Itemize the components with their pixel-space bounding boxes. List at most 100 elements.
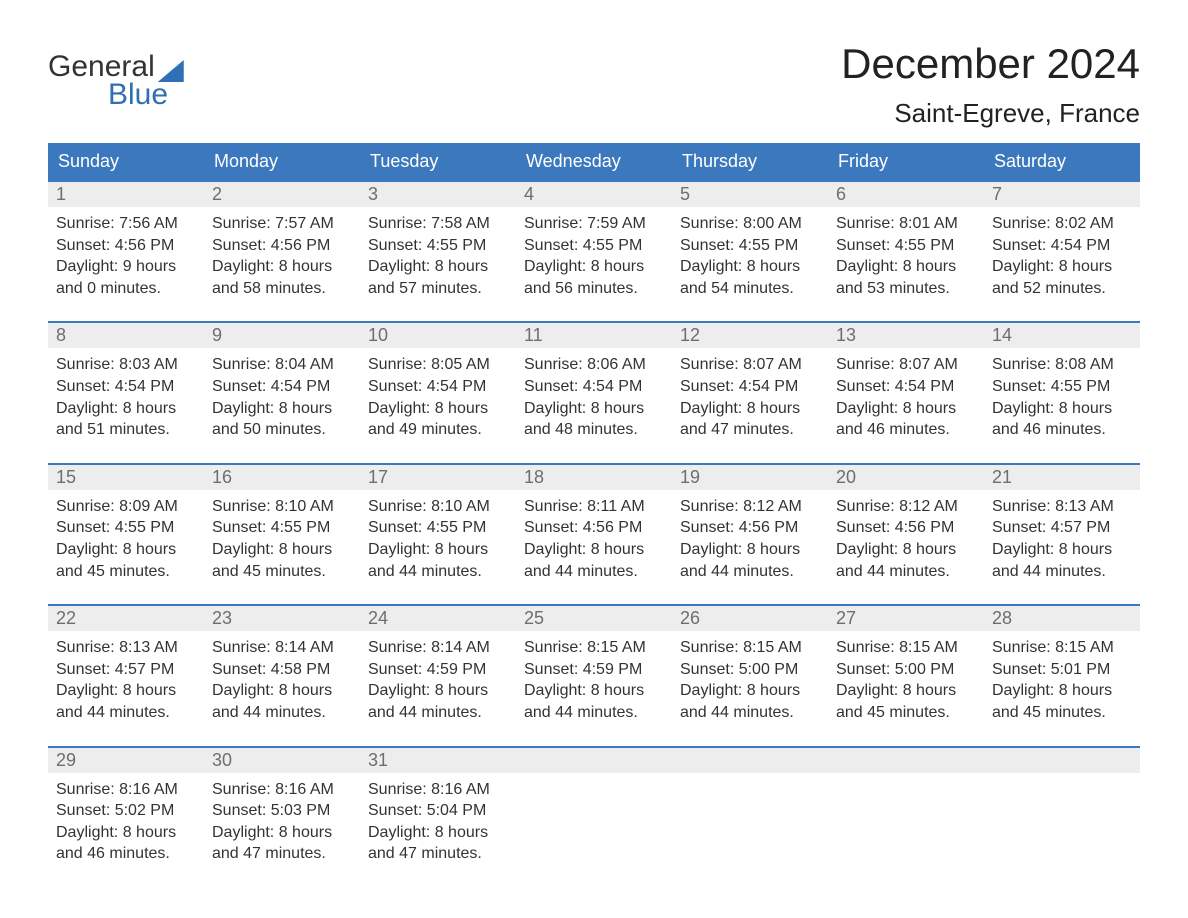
day-dl1: Daylight: 8 hours (56, 822, 196, 844)
day-body: Sunrise: 8:14 AMSunset: 4:58 PMDaylight:… (204, 631, 360, 731)
day-dl2: and 46 minutes. (836, 419, 976, 441)
day-dl1: Daylight: 8 hours (56, 398, 196, 420)
day-body: Sunrise: 8:04 AMSunset: 4:54 PMDaylight:… (204, 348, 360, 448)
day-sunset: Sunset: 4:54 PM (680, 376, 820, 398)
day-number (828, 748, 984, 773)
day-sunrise: Sunrise: 8:15 AM (524, 637, 664, 659)
day-dl1: Daylight: 8 hours (368, 398, 508, 420)
day-number: 12 (672, 323, 828, 348)
calendar-day: 20Sunrise: 8:12 AMSunset: 4:56 PMDayligh… (828, 465, 984, 590)
day-header: Thursday (672, 143, 828, 180)
calendar-day: 25Sunrise: 8:15 AMSunset: 4:59 PMDayligh… (516, 606, 672, 731)
day-number: 29 (48, 748, 204, 773)
day-body: Sunrise: 8:05 AMSunset: 4:54 PMDaylight:… (360, 348, 516, 448)
day-sunset: Sunset: 5:02 PM (56, 800, 196, 822)
day-body: Sunrise: 8:15 AMSunset: 5:01 PMDaylight:… (984, 631, 1140, 731)
day-number: 22 (48, 606, 204, 631)
day-dl1: Daylight: 8 hours (524, 398, 664, 420)
day-body: Sunrise: 8:10 AMSunset: 4:55 PMDaylight:… (204, 490, 360, 590)
calendar-day: 29 Sunrise: 8:16 AMSunset: 5:02 PMDayligh… (48, 748, 204, 873)
day-sunset: Sunset: 4:54 PM (56, 376, 196, 398)
day-sunrise: Sunrise: 8:15 AM (680, 637, 820, 659)
day-body: Sunrise: 7:59 AMSunset: 4:55 PMDaylight:… (516, 207, 672, 307)
calendar-week: 29Sunrise: 8:16 AMSunset: 5:02 PMDayligh… (48, 746, 1140, 873)
day-number: 3 (360, 182, 516, 207)
day-sunrise: Sunrise: 8:08 AM (992, 354, 1132, 376)
day-number (672, 748, 828, 773)
calendar-day: 31Sunrise: 8:16 AMSunset: 5:04 PMDayligh… (360, 748, 516, 873)
calendar-week: 1Sunrise: 7:56 AMSunset: 4:56 PMDaylight… (48, 180, 1140, 307)
day-number: 7 (984, 182, 1140, 207)
day-number: 31 (360, 748, 516, 773)
calendar-day: 22Sunrise: 8:13 AMSunset: 4:57 PMDayligh… (48, 606, 204, 731)
calendar-day: 30Sunrise: 8:16 AMSunset: 5:03 PMDayligh… (204, 748, 360, 873)
day-body: Sunrise: 7:57 AMSunset: 4:56 PMDaylight:… (204, 207, 360, 307)
calendar-day: 10Sunrise: 8:05 AMSunset: 4:54 PMDayligh… (360, 323, 516, 448)
calendar: Sunday Monday Tuesday Wednesday Thursday… (48, 143, 1140, 873)
day-sunrise: Sunrise: 8:07 AM (836, 354, 976, 376)
day-body: Sunrise: 8:07 AMSunset: 4:54 PMDaylight:… (672, 348, 828, 448)
day-sunrise: Sunrise: 7:59 AM (524, 213, 664, 235)
day-sunset: Sunset: 4:55 PM (836, 235, 976, 257)
day-number: 20 (828, 465, 984, 490)
day-sunset: Sunset: 4:54 PM (836, 376, 976, 398)
day-sunrise: Sunrise: 8:14 AM (212, 637, 352, 659)
day-number: 4 (516, 182, 672, 207)
day-dl2: and 0 minutes. (56, 278, 196, 300)
day-sunset: Sunset: 4:59 PM (524, 659, 664, 681)
day-sunrise: Sunrise: 8:14 AM (368, 637, 508, 659)
day-dl1: Daylight: 8 hours (212, 539, 352, 561)
day-dl2: and 45 minutes. (992, 702, 1132, 724)
day-number: 14 (984, 323, 1140, 348)
day-dl1: Daylight: 8 hours (368, 680, 508, 702)
calendar-week: 15Sunrise: 8:09 AMSunset: 4:55 PMDayligh… (48, 463, 1140, 590)
day-sunset: Sunset: 4:55 PM (368, 235, 508, 257)
day-body: Sunrise: 7:58 AMSunset: 4:55 PMDaylight:… (360, 207, 516, 307)
day-sunset: Sunset: 4:56 PM (836, 517, 976, 539)
day-body: Sunrise: 8:16 AMSunset: 5:04 PMDaylight:… (360, 773, 516, 873)
day-dl2: and 44 minutes. (212, 702, 352, 724)
day-sunset: Sunset: 4:56 PM (56, 235, 196, 257)
day-dl2: and 49 minutes. (368, 419, 508, 441)
day-number (984, 748, 1140, 773)
day-sunrise: Sunrise: 7:56 AM (56, 213, 196, 235)
day-sunset: Sunset: 4:55 PM (680, 235, 820, 257)
calendar-day: 18Sunrise: 8:11 AMSunset: 4:56 PMDayligh… (516, 465, 672, 590)
day-sunrise: Sunrise: 7:58 AM (368, 213, 508, 235)
day-body: Sunrise: 8:12 AMSunset: 4:56 PMDaylight:… (828, 490, 984, 590)
day-number: 5 (672, 182, 828, 207)
day-sunset: Sunset: 4:54 PM (992, 235, 1132, 257)
day-dl1: Daylight: 8 hours (368, 539, 508, 561)
day-dl2: and 54 minutes. (680, 278, 820, 300)
day-dl1: Daylight: 8 hours (836, 256, 976, 278)
day-body: Sunrise: 8:15 AMSunset: 5:00 PMDaylight:… (672, 631, 828, 731)
day-body: Sunrise: 8:01 AMSunset: 4:55 PMDaylight:… (828, 207, 984, 307)
day-sunrise: Sunrise: 8:16 AM (56, 779, 196, 801)
day-dl1: Daylight: 8 hours (680, 398, 820, 420)
day-dl1: Daylight: 8 hours (680, 256, 820, 278)
day-dl1: Daylight: 8 hours (992, 398, 1132, 420)
day-body: Sunrise: 8:16 AMSunset: 5:03 PMDaylight:… (204, 773, 360, 873)
day-sunrise: Sunrise: 8:12 AM (680, 496, 820, 518)
calendar-day (828, 748, 984, 873)
day-dl2: and 52 minutes. (992, 278, 1132, 300)
day-sunset: Sunset: 4:54 PM (212, 376, 352, 398)
day-sunset: Sunset: 4:59 PM (368, 659, 508, 681)
day-header: Sunday (48, 143, 204, 180)
calendar-day (516, 748, 672, 873)
day-number: 2 (204, 182, 360, 207)
day-dl2: and 47 minutes. (212, 843, 352, 865)
day-dl1: Daylight: 8 hours (368, 822, 508, 844)
calendar-day: 27Sunrise: 8:15 AMSunset: 5:00 PMDayligh… (828, 606, 984, 731)
calendar-day: 7Sunrise: 8:02 AMSunset: 4:54 PMDaylight… (984, 182, 1140, 307)
day-sunrise: Sunrise: 8:13 AM (56, 637, 196, 659)
day-dl2: and 44 minutes. (368, 702, 508, 724)
day-number: 19 (672, 465, 828, 490)
calendar-day: 6Sunrise: 8:01 AMSunset: 4:55 PMDaylight… (828, 182, 984, 307)
day-dl2: and 44 minutes. (56, 702, 196, 724)
day-sunset: Sunset: 5:04 PM (368, 800, 508, 822)
calendar-week: 8Sunrise: 8:03 AMSunset: 4:54 PMDaylight… (48, 321, 1140, 448)
calendar-day: 26Sunrise: 8:15 AMSunset: 5:00 PMDayligh… (672, 606, 828, 731)
day-header: Tuesday (360, 143, 516, 180)
day-sunrise: Sunrise: 8:06 AM (524, 354, 664, 376)
